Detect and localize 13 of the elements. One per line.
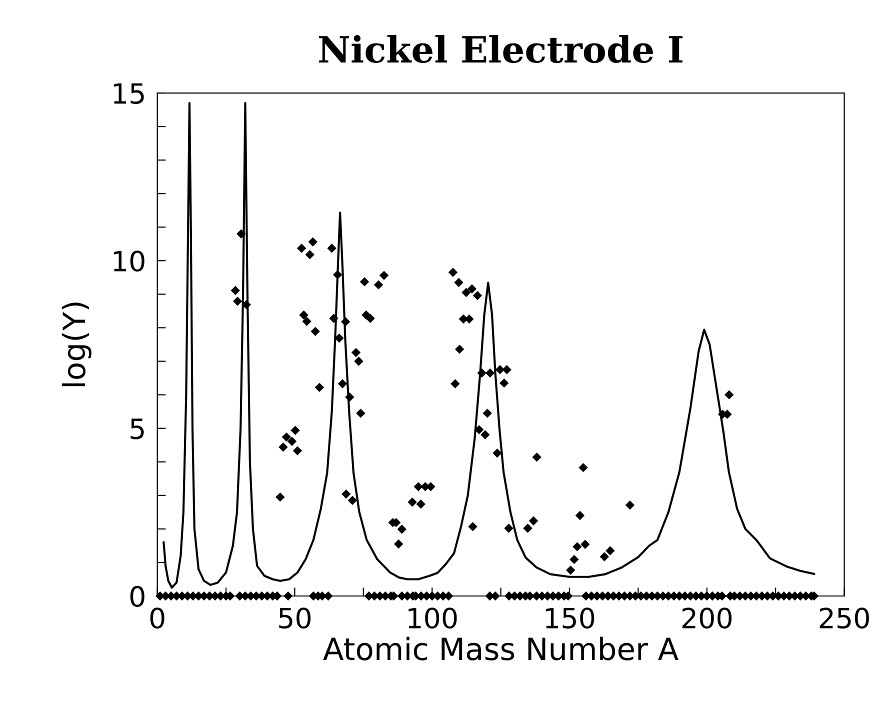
y-tick-label: 0 <box>130 586 144 607</box>
x-tick-label: 0 <box>150 608 164 629</box>
y-tick-label: 15 <box>114 83 144 104</box>
x-axis-title: Atomic Mass Number A <box>323 636 678 660</box>
x-tick-label: 250 <box>820 608 869 629</box>
x-tick-label: 200 <box>682 608 732 629</box>
y-axis-title: log(Y) <box>62 302 92 386</box>
x-tick-label: 150 <box>546 608 594 629</box>
x-tick-label: 100 <box>408 608 457 629</box>
y-tick-label: 5 <box>130 418 144 440</box>
x-tick-label: 50 <box>279 608 311 629</box>
chart-title: Nickel Electrode I <box>319 35 682 63</box>
y-tick-label: 10 <box>114 250 144 272</box>
